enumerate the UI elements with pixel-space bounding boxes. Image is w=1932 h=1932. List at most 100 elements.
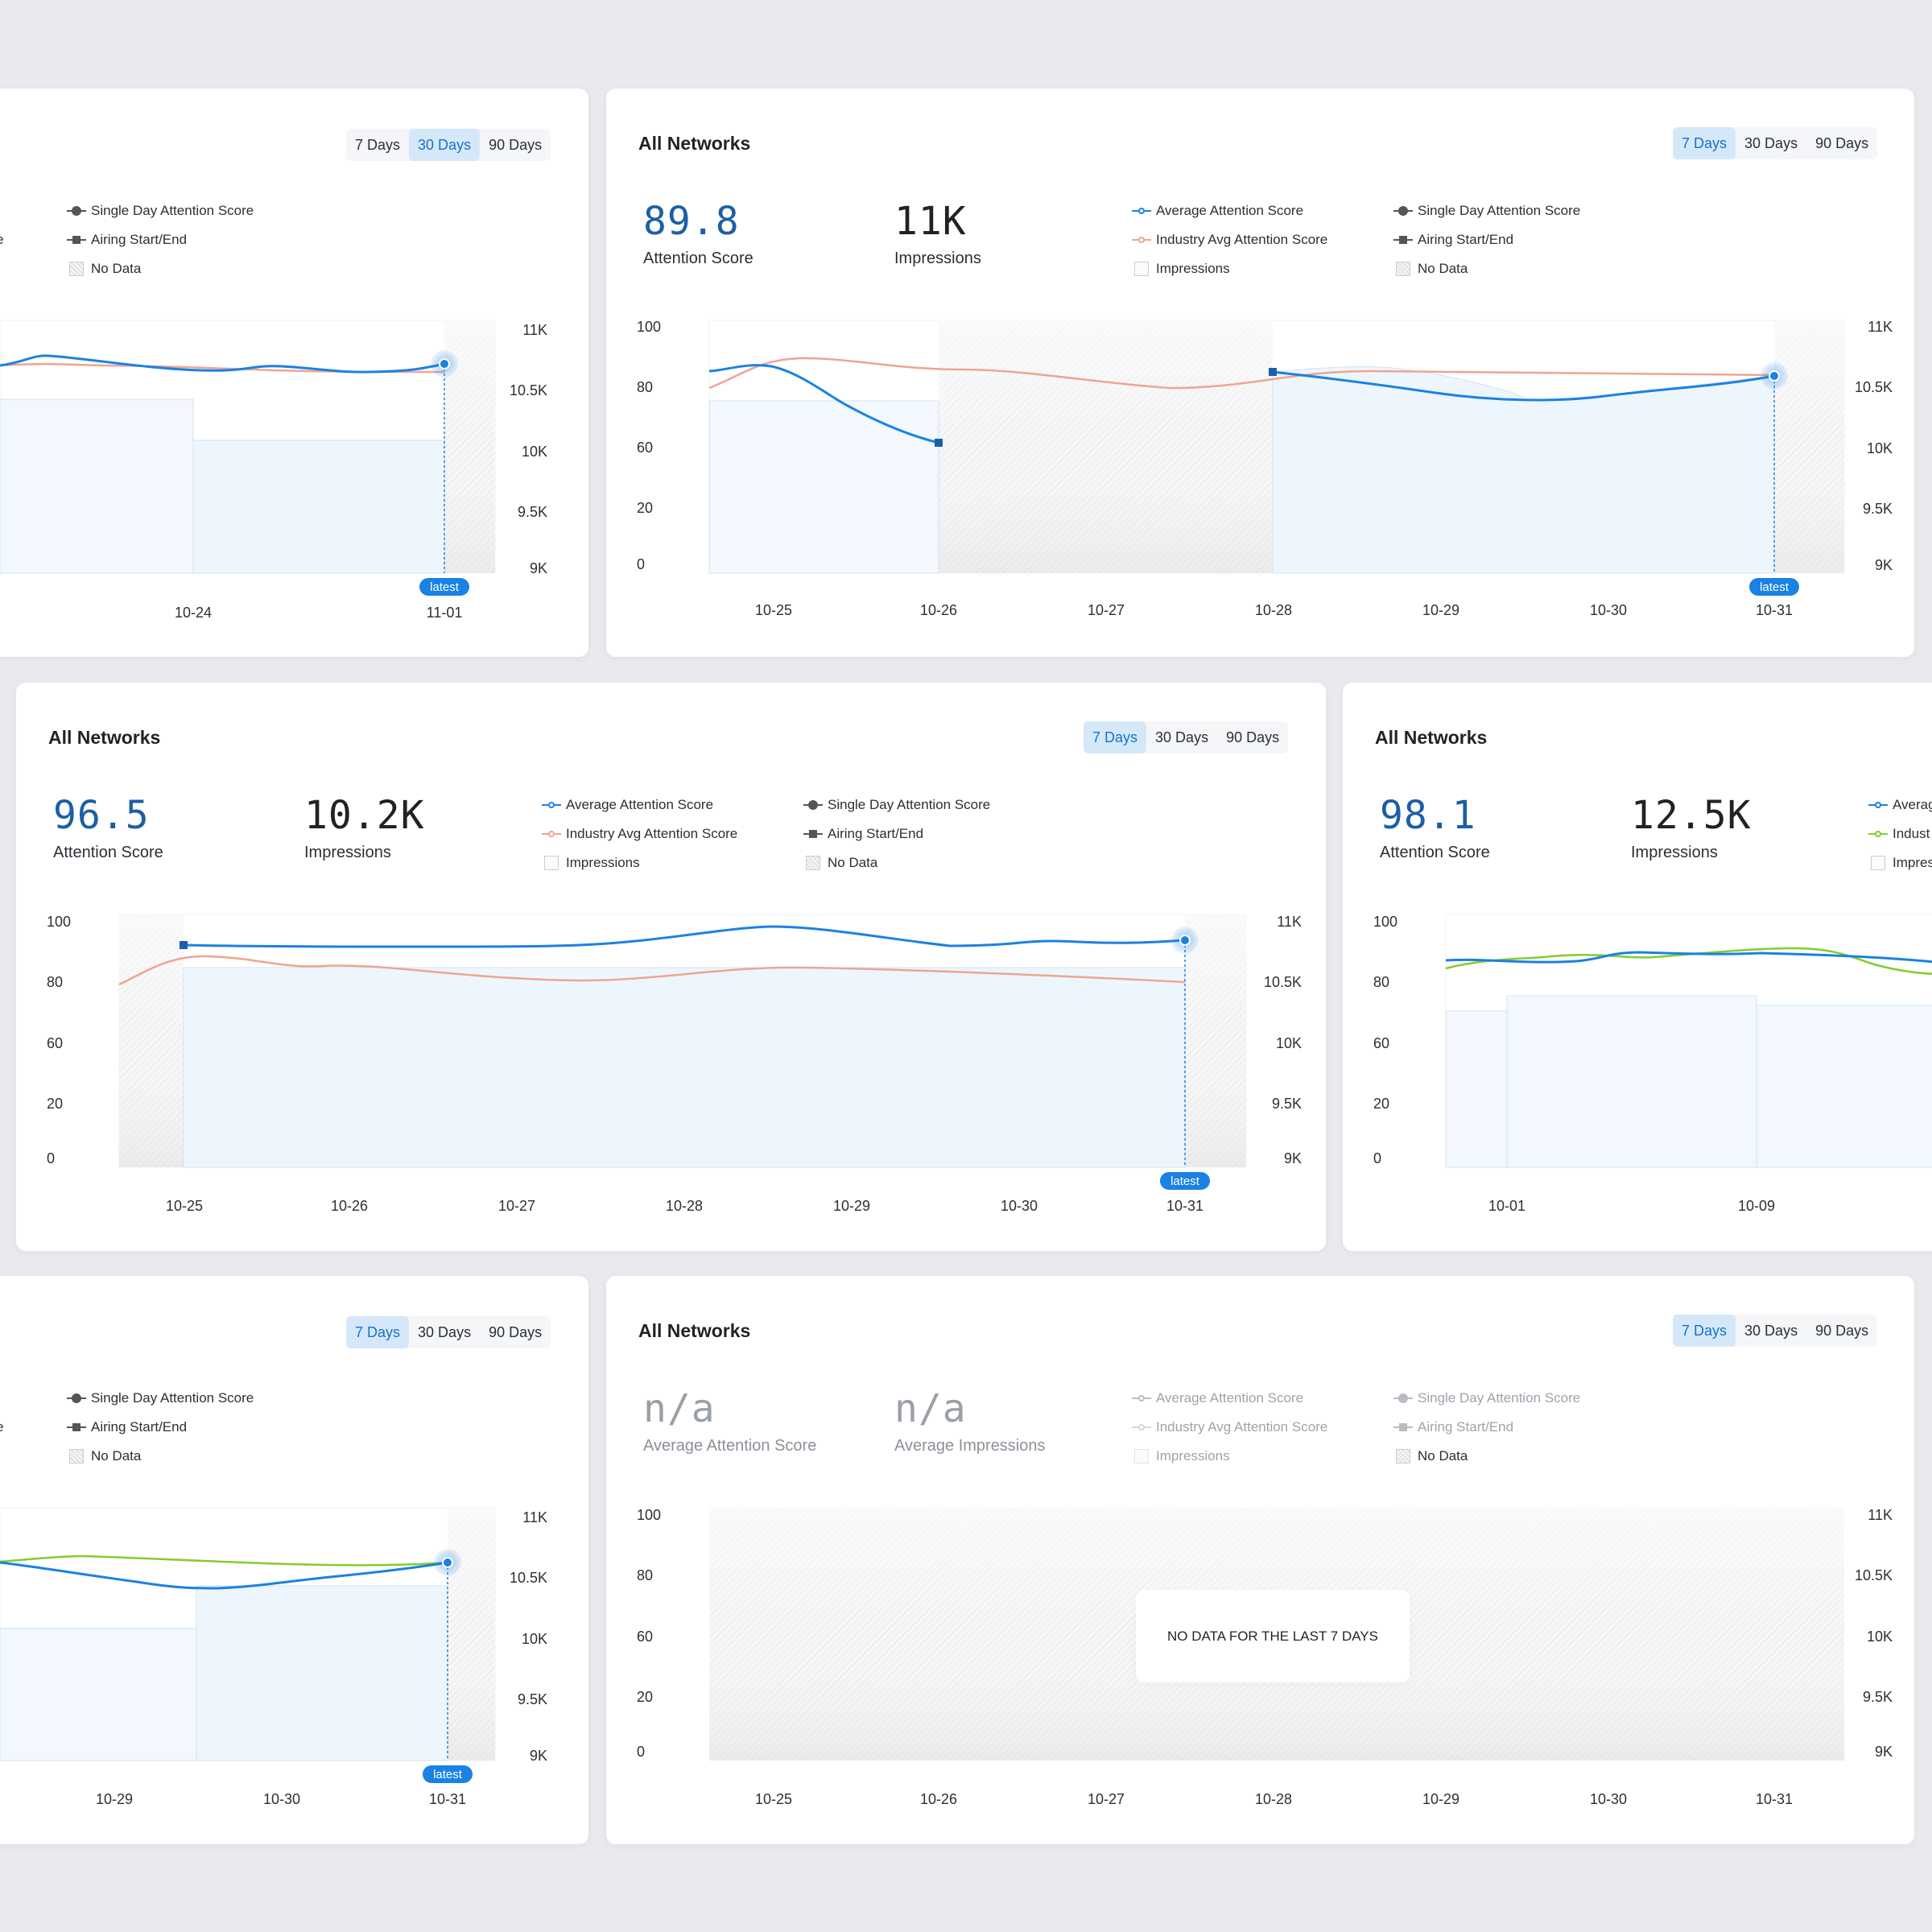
impressions-label: Impressions	[304, 844, 391, 861]
legend-impressions[interactable]: Impressions	[1132, 254, 1327, 283]
legend-single-day[interactable]: Single Day Attention Score	[803, 791, 990, 819]
y-right-tick: 9K	[530, 1748, 547, 1764]
legend: Average Attention Score Industry Avg Att…	[1132, 196, 1327, 283]
range-tabs: 7 Days 30 Days 90 Days	[346, 1316, 551, 1348]
tab-30-days[interactable]: 30 Days	[1155, 729, 1209, 745]
no-data-icon	[803, 856, 823, 870]
legend: Average Attention Score Industry Avg Att…	[1132, 1384, 1327, 1471]
legend-no-data[interactable]: No Data	[1393, 1442, 1580, 1471]
attention-score-label: Attention Score	[643, 250, 753, 267]
x-tick: 10-31	[429, 1791, 466, 1807]
legend-impressions[interactable]: Impres	[1868, 848, 1932, 877]
legend-avg-score[interactable]: Average Attention Score	[1132, 196, 1327, 225]
legend-industry[interactable]: Indust	[1868, 819, 1932, 848]
impressions-label: Impressions	[1631, 844, 1718, 861]
x-tick: 10-27	[1088, 1791, 1125, 1807]
tab-7-days[interactable]: 7 Days	[355, 137, 401, 153]
y-right-tick: 10K	[1276, 1035, 1302, 1051]
legend-airing[interactable]: Airing Start/End	[1393, 225, 1580, 254]
x-tick: 10-29	[1422, 1791, 1459, 1807]
chart-bottom-right: 100 80 60 20 0 11K 10.5K 10K 9.5K 9K 10-…	[637, 1507, 1893, 1807]
legend-industry[interactable]: Industry Avg Attention Score	[1132, 225, 1327, 254]
no-data-icon	[1393, 1449, 1413, 1463]
legend-no-data[interactable]: No Data	[67, 254, 254, 283]
x-tick: 10-30	[1001, 1198, 1038, 1214]
y-left-tick: 20	[1373, 1096, 1389, 1112]
tab-90-days[interactable]: 90 Days	[1815, 1323, 1869, 1339]
y-left-tick: 100	[47, 914, 71, 930]
card-bottom-left: 7 Days 30 Days 90 Days Single Day Attent…	[0, 1276, 588, 1844]
y-right-tick: 11K	[522, 1509, 547, 1525]
no-data-icon	[67, 262, 86, 276]
legend-avg-score[interactable]: Averag	[1868, 791, 1932, 819]
tab-90-days[interactable]: 90 Days	[489, 137, 543, 153]
tab-90-days[interactable]: 90 Days	[489, 1324, 543, 1340]
x-tick: 10-30	[1590, 602, 1627, 618]
tab-30-days[interactable]: 30 Days	[418, 1324, 472, 1340]
single-day-icon	[1393, 1393, 1413, 1404]
single-day-icon	[67, 205, 86, 217]
card-top-right: All Networks 7 Days 30 Days 90 Days 89.8…	[606, 89, 1914, 657]
x-tick: 10-25	[166, 1198, 203, 1214]
impressions-value: n/a	[894, 1386, 967, 1431]
range-tabs: 7 Days 30 Days 90 Days	[1673, 1315, 1878, 1347]
tab-7-days[interactable]: 7 Days	[346, 1316, 410, 1348]
legend-airing[interactable]: Airing Start/End	[1393, 1413, 1580, 1442]
attention-score-value: 89.8	[643, 199, 740, 244]
latest-badge: latest	[430, 580, 460, 594]
y-right-tick: 10K	[1867, 440, 1893, 456]
impressions-metric: 11K Impressions	[894, 200, 981, 268]
tab-90-days[interactable]: 90 Days	[1226, 729, 1280, 745]
attention-score-label: Attention Score	[53, 844, 163, 861]
y-right-tick: 10K	[522, 1631, 547, 1647]
x-tick: 10-26	[920, 1791, 957, 1807]
x-tick: 10-29	[833, 1198, 870, 1214]
x-tick: 10-30	[263, 1791, 300, 1807]
legend-airing[interactable]: Airing Start/End	[803, 819, 990, 848]
legend-airing[interactable]: Airing Start/End	[91, 232, 188, 247]
y-left-tick: 80	[47, 974, 63, 990]
legend-2: Single Day Attention Score Airing Start/…	[803, 791, 990, 877]
legend-airing[interactable]: Airing Start/End	[91, 1419, 188, 1435]
legend-impressions[interactable]: Impressions	[542, 848, 737, 877]
single-day-icon	[803, 799, 823, 811]
y-right-tick: 9K	[1875, 1744, 1893, 1760]
legend-impressions[interactable]: Impressions	[1132, 1442, 1327, 1471]
y-left-tick: 0	[47, 1150, 55, 1166]
tab-30-days[interactable]: 30 Days	[1744, 135, 1798, 151]
x-tick: 10-01	[1488, 1198, 1525, 1214]
x-tick: 11-01	[427, 605, 463, 621]
tab-30-days[interactable]: 30 Days	[409, 129, 481, 161]
tab-90-days[interactable]: 90 Days	[1815, 135, 1869, 151]
legend-row-2: ore Airing Start/End	[0, 1413, 254, 1442]
tab-7-days[interactable]: 7 Days	[1673, 1315, 1736, 1347]
y-left-tick: 100	[1373, 914, 1397, 930]
no-data-icon	[1393, 262, 1413, 276]
legend-single-day[interactable]: Single Day Attention Score	[67, 1384, 254, 1413]
legend-industry[interactable]: Industry Avg Attention Score	[542, 819, 737, 848]
legend: Single Day Attention Score ore Airing St…	[0, 196, 254, 283]
y-right-tick: 10K	[522, 444, 547, 460]
legend-industry[interactable]: Industry Avg Attention Score	[1132, 1413, 1327, 1442]
latest-badge: latest	[433, 1768, 463, 1781]
card-top-left: 7 Days 30 Days 90 Days Single Day Attent…	[0, 89, 588, 657]
legend-single-day[interactable]: Single Day Attention Score	[67, 196, 254, 225]
tab-7-days[interactable]: 7 Days	[1673, 127, 1736, 159]
x-tick: 10-31	[1756, 1791, 1793, 1807]
legend-single-day[interactable]: Single Day Attention Score	[1393, 1384, 1580, 1413]
x-tick: 10-25	[755, 1791, 792, 1807]
airing-icon	[803, 828, 823, 840]
legend-no-data[interactable]: No Data	[67, 1442, 254, 1471]
legend-no-data[interactable]: No Data	[803, 848, 990, 877]
industry-icon	[542, 828, 561, 840]
legend-avg-score[interactable]: Average Attention Score	[1132, 1384, 1327, 1413]
legend-no-data[interactable]: No Data	[1393, 254, 1580, 283]
tab-7-days[interactable]: 7 Days	[1084, 721, 1147, 753]
legend-single-day[interactable]: Single Day Attention Score	[1393, 196, 1580, 225]
y-right-tick: 11K	[1868, 319, 1893, 335]
legend-avg-score[interactable]: Average Attention Score	[542, 791, 737, 819]
attention-score-value: 96.5	[53, 793, 150, 838]
x-tick: 10-31	[1166, 1198, 1203, 1214]
tab-30-days[interactable]: 30 Days	[1744, 1323, 1798, 1339]
impressions-value: 10.2K	[304, 793, 425, 838]
